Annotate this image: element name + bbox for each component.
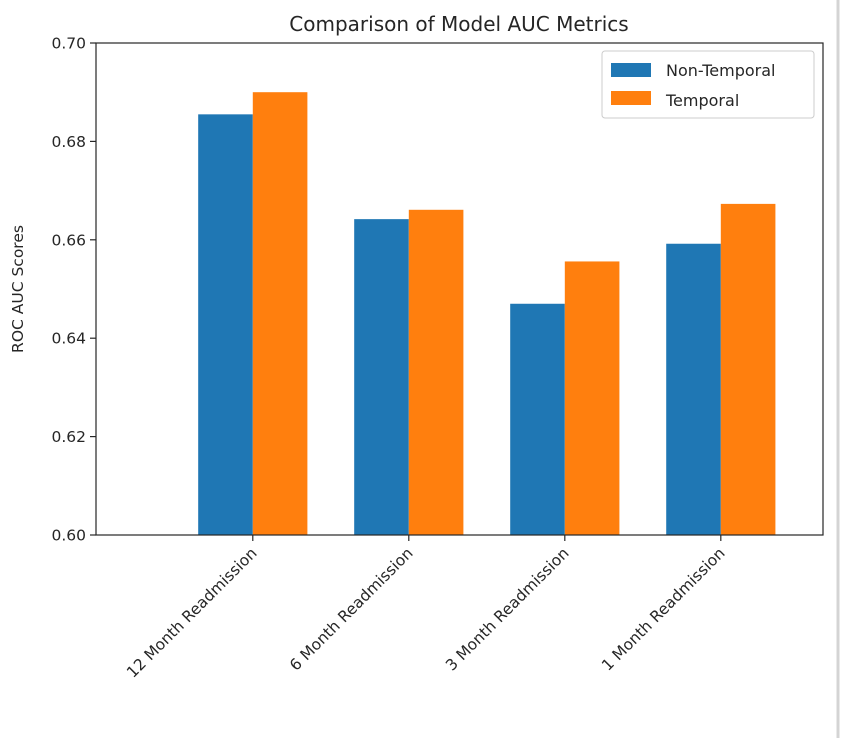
legend-label-non-temporal: Non-Temporal bbox=[666, 61, 775, 80]
chart-title: Comparison of Model AUC Metrics bbox=[289, 12, 628, 36]
bar-temporal-1 bbox=[252, 92, 308, 535]
y-tick-label: 0.62 bbox=[51, 428, 86, 446]
y-tick-label: 0.66 bbox=[51, 231, 86, 249]
bar-non-temporal-3 bbox=[510, 303, 565, 535]
bar-temporal-2 bbox=[408, 209, 464, 536]
bar-non-temporal-2 bbox=[354, 219, 409, 535]
y-tick-label: 0.70 bbox=[51, 35, 86, 53]
y-axis: 0.60 0.62 0.64 0.66 0.68 0.70 bbox=[51, 35, 96, 545]
bar-temporal-3 bbox=[564, 261, 620, 535]
legend-label-temporal: Temporal bbox=[665, 91, 739, 110]
y-tick-label: 0.68 bbox=[51, 133, 86, 151]
legend-frame bbox=[601, 50, 815, 119]
legend-swatch-non-temporal bbox=[611, 63, 651, 77]
y-axis-label: ROC AUC Scores bbox=[9, 225, 27, 353]
y-tick-label: 0.64 bbox=[51, 330, 86, 348]
bar-temporal-4 bbox=[720, 203, 776, 535]
bar-non-temporal-4 bbox=[666, 243, 721, 536]
legend: Non-Temporal Temporal bbox=[601, 50, 815, 119]
y-tick-label: 0.60 bbox=[51, 527, 86, 545]
legend-swatch-temporal bbox=[611, 91, 651, 105]
bar-non-temporal-1 bbox=[198, 114, 253, 535]
plot-area bbox=[95, 42, 824, 536]
bars-layer bbox=[198, 92, 776, 536]
